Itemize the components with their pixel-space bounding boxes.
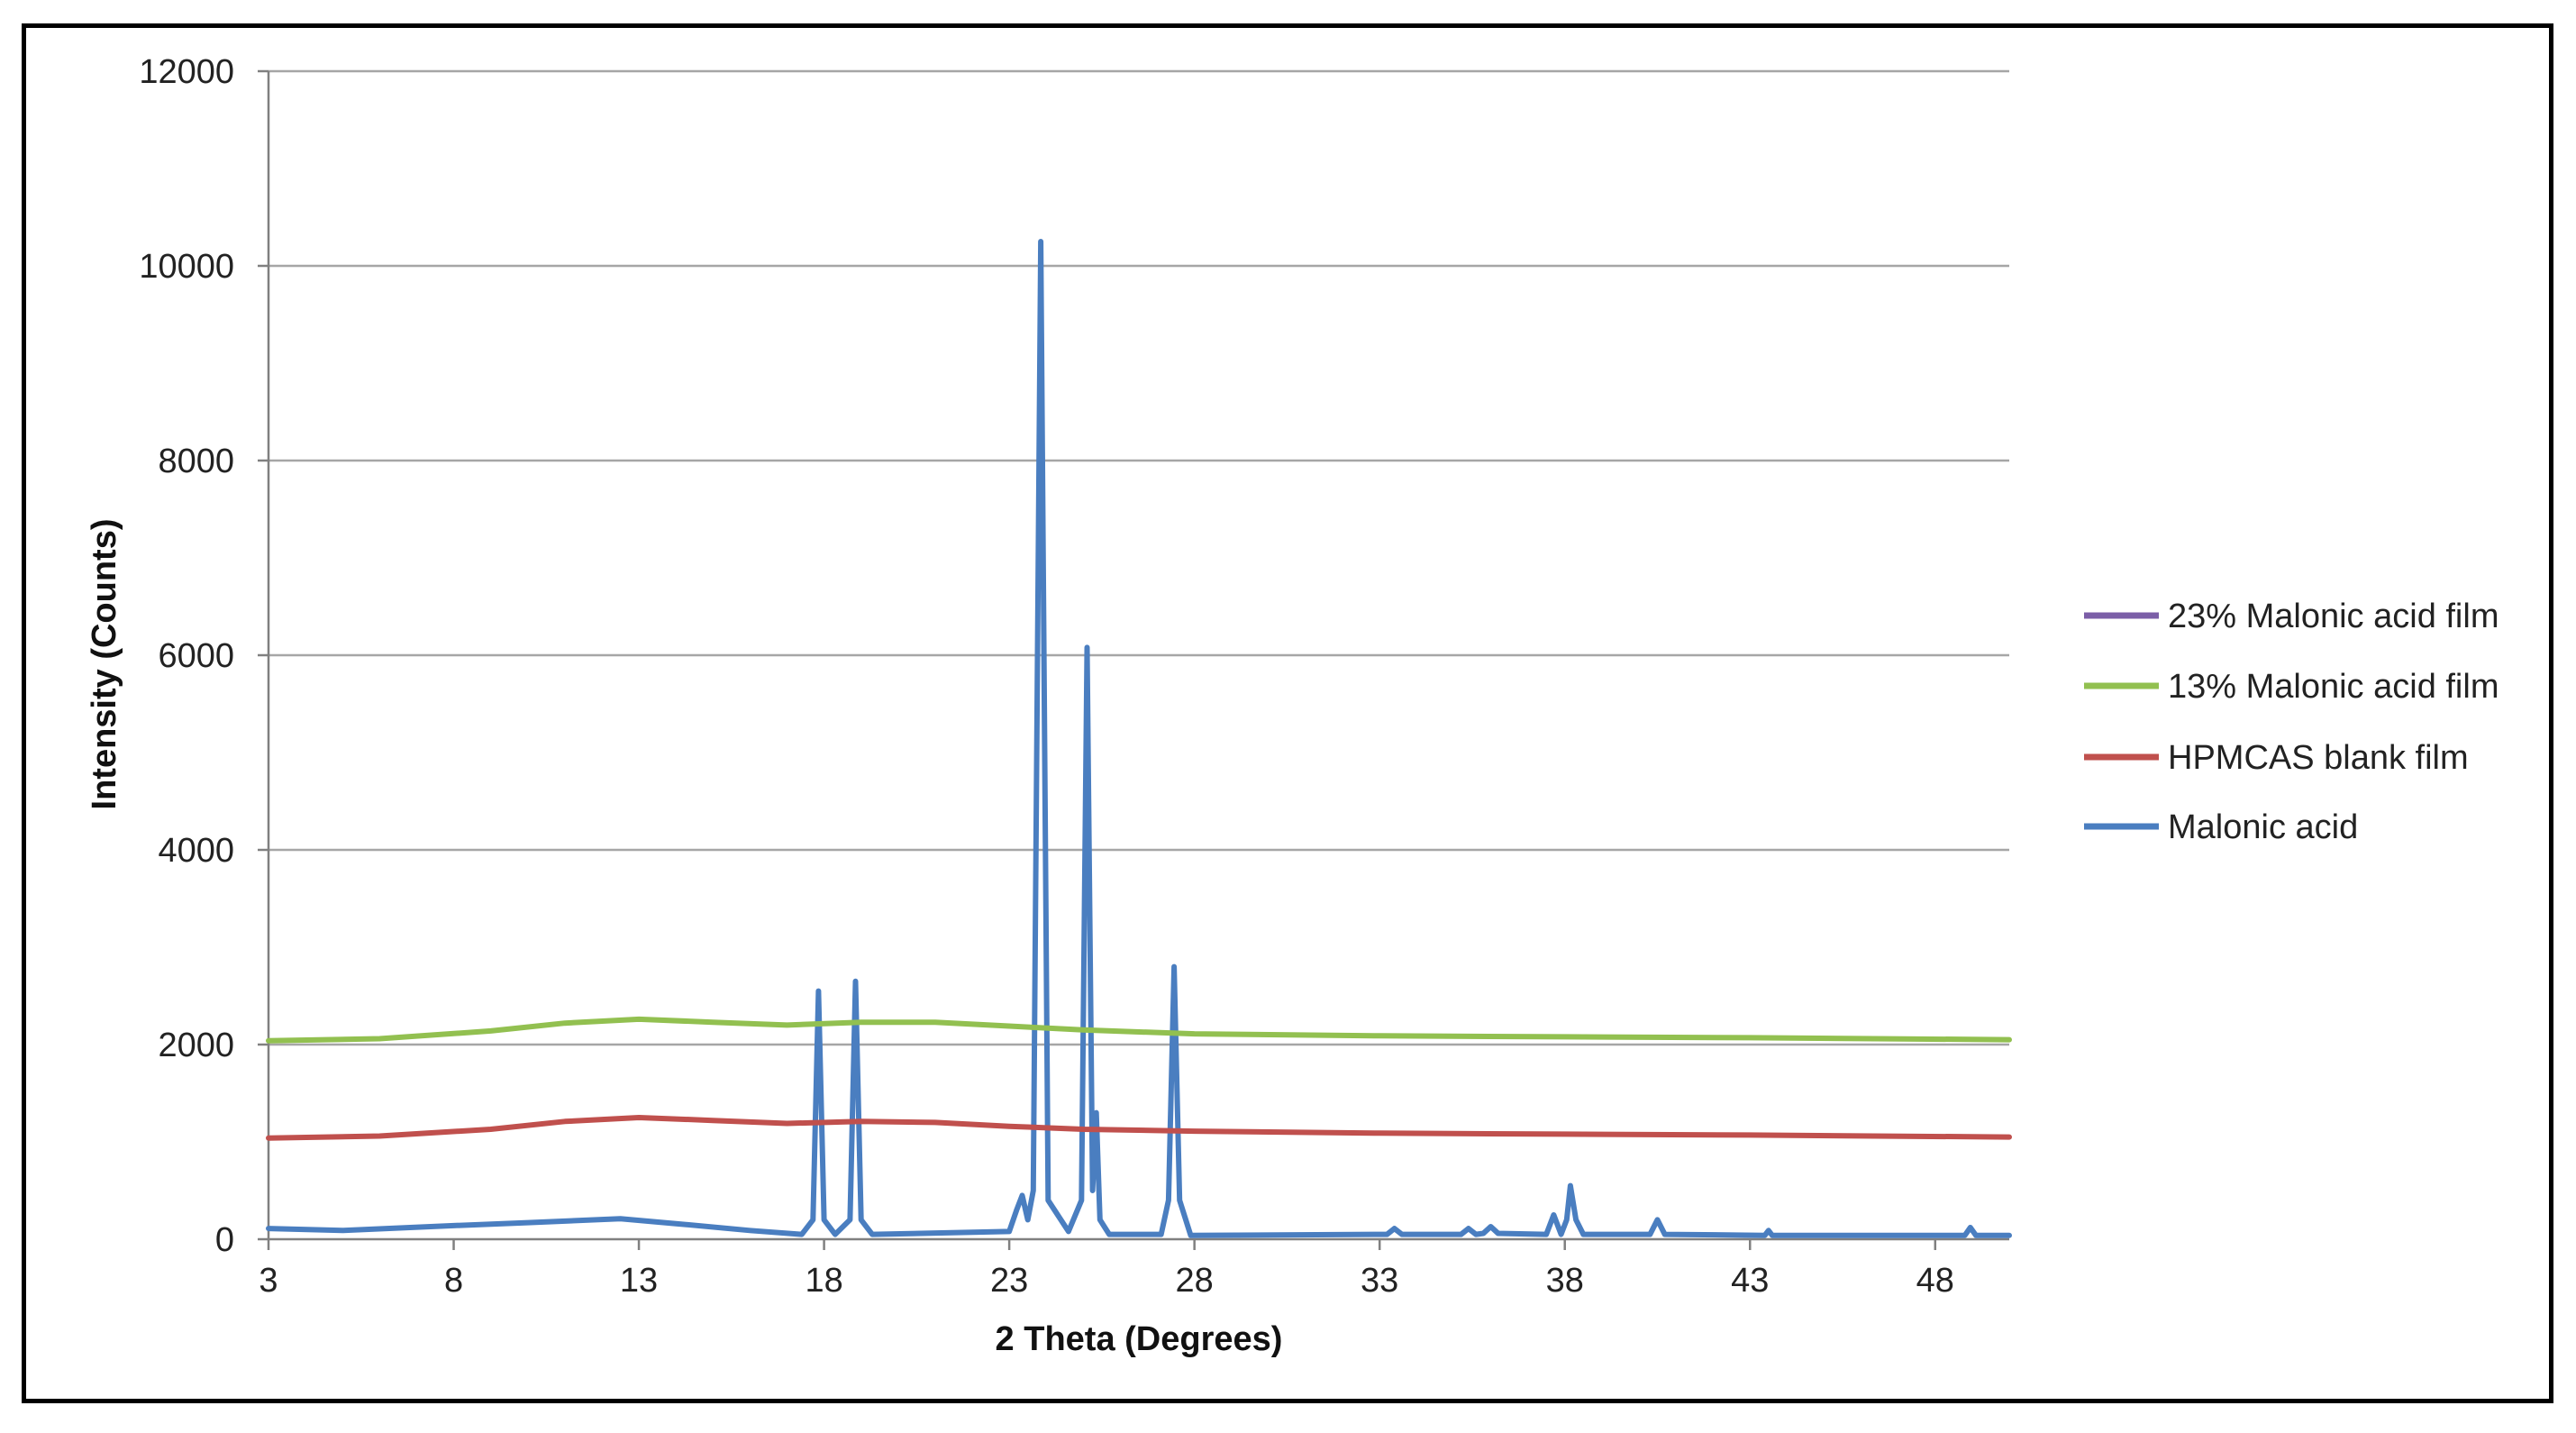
series-line-2 — [266, 1115, 2012, 1141]
y-axis-title: Intensity (Counts) — [86, 519, 123, 810]
x-tick-labels: 3 8 13 18 23 28 33 38 43 48 — [259, 1262, 1953, 1300]
legend-label: HPMCAS blank film — [2168, 739, 2469, 777]
x-tick-label: 8 — [444, 1262, 463, 1300]
x-tick-label: 18 — [805, 1262, 842, 1300]
x-tick-label: 13 — [620, 1262, 658, 1300]
x-tick-label: 48 — [1916, 1262, 1954, 1300]
series-line-1 — [266, 1016, 2012, 1044]
axes — [258, 69, 2009, 1250]
y-tick-label: 2000 — [158, 1027, 234, 1064]
gridlines — [269, 69, 2009, 1046]
x-axis-title: 2 Theta (Degrees) — [996, 1320, 1283, 1358]
y-tick-labels: 0 2000 4000 6000 8000 10000 12000 — [139, 53, 234, 1259]
series-line-3 — [266, 239, 2012, 1238]
legend-label: 23% Malonic acid film — [2168, 598, 2499, 635]
x-tick-label: 3 — [259, 1262, 278, 1300]
legend-label: 13% Malonic acid film — [2168, 668, 2499, 706]
series-lines — [266, 239, 2012, 1238]
y-tick-label: 0 — [215, 1221, 234, 1259]
x-tick-label: 33 — [1361, 1262, 1398, 1300]
x-tick-label: 23 — [990, 1262, 1028, 1300]
y-tick-label: 10000 — [139, 248, 234, 286]
x-tick-label: 28 — [1176, 1262, 1214, 1300]
y-tick-label: 4000 — [158, 832, 234, 870]
legend: 23% Malonic acid film 13% Malonic acid fi… — [2084, 598, 2499, 846]
x-tick-label: 38 — [1546, 1262, 1584, 1300]
y-tick-label: 8000 — [158, 443, 234, 480]
y-tick-label: 6000 — [158, 637, 234, 675]
y-tick-label: 12000 — [139, 53, 234, 91]
legend-label: Malonic acid — [2168, 808, 2358, 846]
chart-frame — [22, 23, 2553, 1403]
x-tick-label: 43 — [1731, 1262, 1769, 1300]
